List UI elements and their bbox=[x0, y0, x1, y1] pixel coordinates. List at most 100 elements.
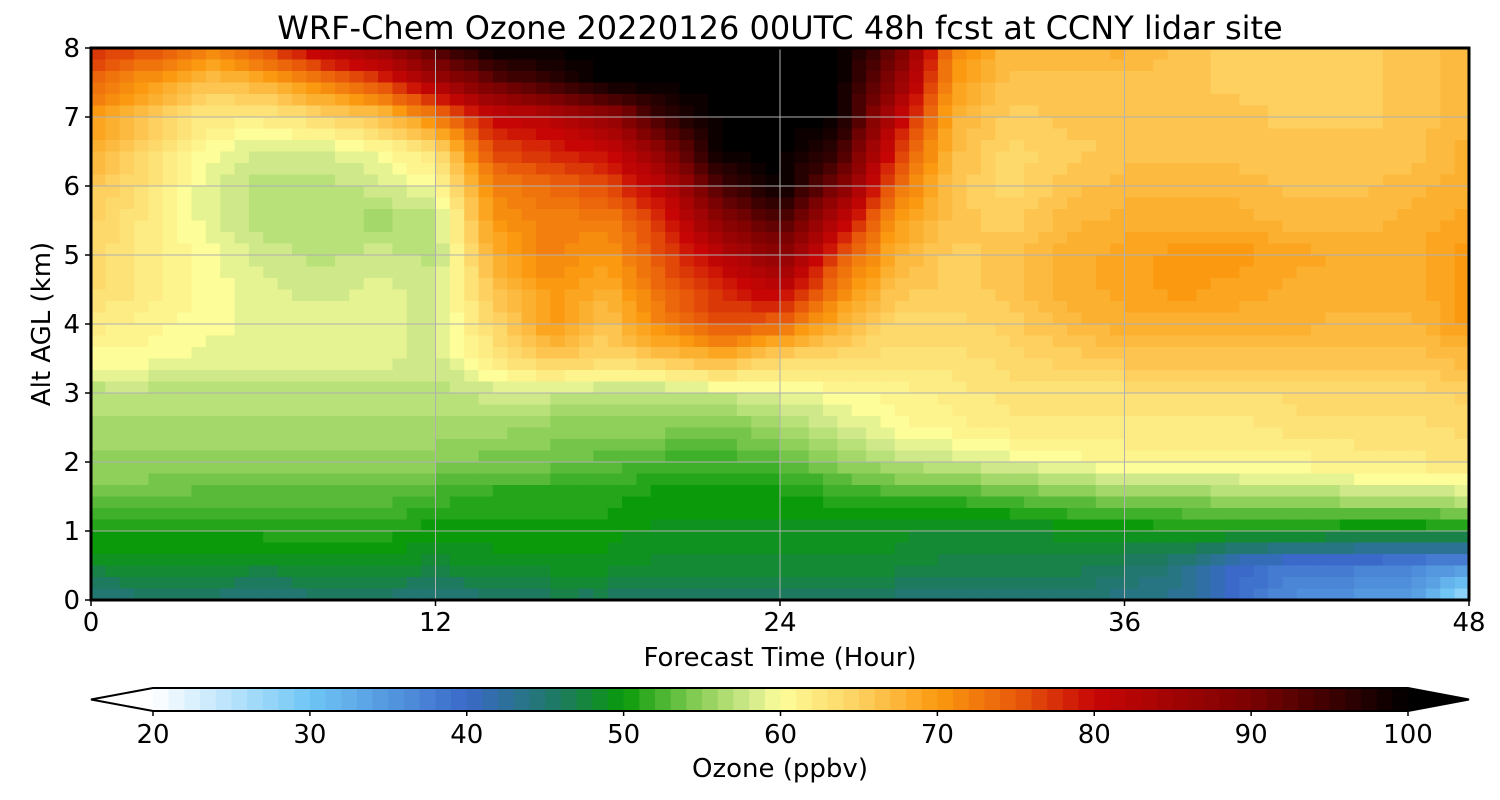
heatmap-cell bbox=[421, 450, 437, 463]
heatmap-cell bbox=[1382, 393, 1398, 406]
heatmap-cell bbox=[1067, 128, 1083, 141]
heatmap-cell bbox=[736, 301, 752, 314]
heatmap-cell bbox=[823, 266, 839, 279]
heatmap-cell bbox=[492, 209, 508, 222]
heatmap-cell bbox=[564, 427, 580, 440]
heatmap-cell bbox=[1124, 151, 1140, 164]
heatmap-cell bbox=[550, 347, 566, 360]
heatmap-cell bbox=[780, 82, 795, 95]
heatmap-cell bbox=[320, 151, 336, 164]
heatmap-cell bbox=[1181, 266, 1197, 279]
heatmap-cell bbox=[1311, 243, 1327, 256]
heatmap-cell bbox=[794, 232, 810, 245]
heatmap-cell bbox=[636, 48, 652, 61]
heatmap-cell bbox=[263, 335, 279, 348]
heatmap-cell bbox=[162, 519, 178, 532]
heatmap-cell bbox=[650, 416, 666, 429]
heatmap-cell bbox=[952, 278, 968, 291]
heatmap-cell bbox=[349, 347, 365, 360]
heatmap-cell bbox=[1181, 255, 1197, 268]
heatmap-cell bbox=[1325, 197, 1341, 210]
heatmap-cell bbox=[1397, 174, 1413, 187]
heatmap-cell bbox=[521, 450, 537, 463]
heatmap-cell bbox=[320, 243, 336, 256]
heatmap-cell bbox=[837, 577, 853, 590]
heatmap-cell bbox=[909, 450, 925, 463]
heatmap-cell bbox=[780, 473, 795, 486]
heatmap-cell bbox=[1440, 347, 1456, 360]
heatmap-cell bbox=[1167, 255, 1183, 268]
heatmap-cell bbox=[1425, 358, 1441, 371]
heatmap-cell bbox=[263, 496, 279, 509]
heatmap-cell bbox=[923, 82, 939, 95]
heatmap-cell bbox=[1368, 94, 1384, 107]
heatmap-cell bbox=[1311, 381, 1327, 394]
colorbar-band bbox=[1188, 688, 1205, 711]
heatmap-cell bbox=[1038, 381, 1054, 394]
heatmap-cell bbox=[966, 404, 982, 417]
heatmap-cell bbox=[191, 140, 207, 153]
heatmap-cell bbox=[392, 404, 408, 417]
heatmap-cell bbox=[507, 94, 523, 107]
heatmap-cell bbox=[1124, 243, 1140, 256]
heatmap-cell bbox=[1325, 255, 1341, 268]
heatmap-cell bbox=[306, 140, 322, 153]
heatmap-cell bbox=[335, 439, 350, 452]
heatmap-cell bbox=[1411, 531, 1427, 544]
heatmap-cell bbox=[406, 82, 422, 95]
heatmap-cell bbox=[679, 312, 695, 325]
heatmap-cell bbox=[435, 186, 451, 199]
heatmap-cell bbox=[866, 266, 882, 279]
heatmap-cell bbox=[320, 347, 336, 360]
heatmap-cell bbox=[780, 450, 795, 463]
heatmap-cell bbox=[679, 209, 695, 222]
heatmap-cell bbox=[162, 197, 178, 210]
heatmap-cell bbox=[794, 174, 810, 187]
heatmap-cell bbox=[765, 462, 781, 475]
heatmap-cell bbox=[1397, 232, 1413, 245]
heatmap-cell bbox=[780, 496, 795, 509]
heatmap-cell bbox=[1124, 59, 1140, 72]
heatmap-cell bbox=[1425, 105, 1441, 118]
heatmap-cell bbox=[1239, 94, 1255, 107]
heatmap-cell bbox=[277, 105, 293, 118]
heatmap-cell bbox=[1354, 48, 1370, 61]
heatmap-cell bbox=[665, 278, 681, 291]
heatmap-cell bbox=[1354, 197, 1370, 210]
heatmap-cell bbox=[1067, 416, 1083, 429]
heatmap-cell bbox=[220, 347, 236, 360]
heatmap-cell bbox=[579, 186, 594, 199]
heatmap-cell bbox=[622, 186, 638, 199]
heatmap-cell bbox=[119, 163, 135, 176]
heatmap-cell bbox=[751, 393, 767, 406]
heatmap-cell bbox=[1282, 82, 1298, 95]
heatmap-cell bbox=[894, 128, 910, 141]
heatmap-cell bbox=[492, 266, 508, 279]
heatmap-cell bbox=[622, 278, 638, 291]
heatmap-cell bbox=[162, 312, 178, 325]
heatmap-cell bbox=[966, 565, 982, 578]
heatmap-cell bbox=[650, 186, 666, 199]
heatmap-cell bbox=[91, 439, 106, 452]
colorbar-band bbox=[1015, 688, 1033, 711]
heatmap-cell bbox=[952, 347, 968, 360]
heatmap-cell bbox=[966, 381, 982, 394]
heatmap-cell bbox=[1095, 565, 1111, 578]
heatmap-cell bbox=[1425, 531, 1441, 544]
heatmap-cell bbox=[1411, 473, 1427, 486]
heatmap-cell bbox=[1296, 151, 1312, 164]
heatmap-cell bbox=[306, 324, 322, 337]
heatmap-cell bbox=[995, 439, 1011, 452]
heatmap-cell bbox=[478, 404, 494, 417]
heatmap-cell bbox=[306, 577, 322, 590]
heatmap-cell bbox=[320, 427, 336, 440]
heatmap-cell bbox=[1296, 324, 1312, 337]
heatmap-cell bbox=[177, 554, 193, 567]
heatmap-cell bbox=[780, 48, 795, 61]
heatmap-cell bbox=[679, 370, 695, 383]
colorbar-band bbox=[1266, 688, 1284, 711]
y-tick-label: 2 bbox=[63, 448, 80, 478]
heatmap-cell bbox=[851, 358, 867, 371]
heatmap-cell bbox=[435, 462, 451, 475]
